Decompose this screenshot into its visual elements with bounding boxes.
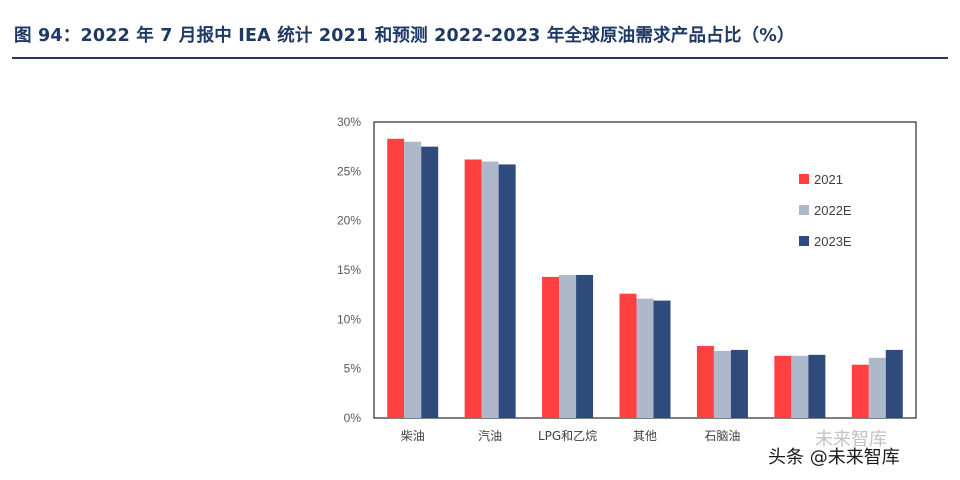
x-category-label: 其他 [633, 429, 657, 443]
bar-2023e [498, 164, 516, 418]
bar-2021 [619, 293, 637, 418]
legend-swatch [799, 174, 809, 184]
legend-label: 2021 [814, 172, 843, 187]
bar-2022e [636, 298, 654, 418]
y-tick-label: 5% [344, 362, 362, 376]
bar-2022e [559, 274, 577, 418]
y-tick-label: 10% [337, 312, 361, 326]
y-tick-label: 30% [337, 115, 361, 129]
bar-2023e [653, 300, 671, 418]
title-divider [12, 57, 948, 59]
figure-title: 图 94：2022 年 7 月报中 IEA 统计 2021 和预测 2022-2… [14, 26, 795, 46]
y-tick-label: 0% [344, 411, 362, 425]
legend-swatch [799, 205, 809, 215]
bar-2023e [421, 146, 439, 418]
x-category-label: 石脑油 [704, 429, 740, 443]
bar-2022e [713, 350, 731, 418]
bar-2023e [885, 349, 903, 418]
legend-label: 2023E [814, 234, 852, 249]
y-tick-label: 15% [337, 263, 361, 277]
y-tick-label: 20% [337, 214, 361, 228]
bar-2021 [696, 345, 714, 418]
legend-swatch [799, 236, 809, 246]
bar-2023e [730, 349, 748, 418]
bar-2023e [808, 354, 826, 418]
x-category-label: 汽油 [478, 428, 502, 443]
x-category-label: 柴油 [401, 429, 425, 443]
bar-2022e [868, 357, 886, 418]
watermark-text: 头条 @未来智库 [768, 447, 900, 468]
legend-label: 2022E [814, 203, 852, 218]
x-category-label: LPG和乙烷 [538, 429, 597, 443]
bar-2021 [542, 276, 560, 418]
watermark-ghost-text: 未来智库 [815, 429, 887, 450]
bar-2022e [481, 161, 499, 418]
bar-2022e [404, 141, 422, 418]
y-tick-label: 25% [337, 164, 361, 178]
bar-2021 [387, 138, 405, 419]
bar-2021 [851, 364, 869, 418]
bar-2023e [576, 274, 594, 418]
bar-2022e [791, 355, 809, 418]
bar-2021 [774, 355, 792, 418]
bar-2021 [464, 159, 482, 418]
